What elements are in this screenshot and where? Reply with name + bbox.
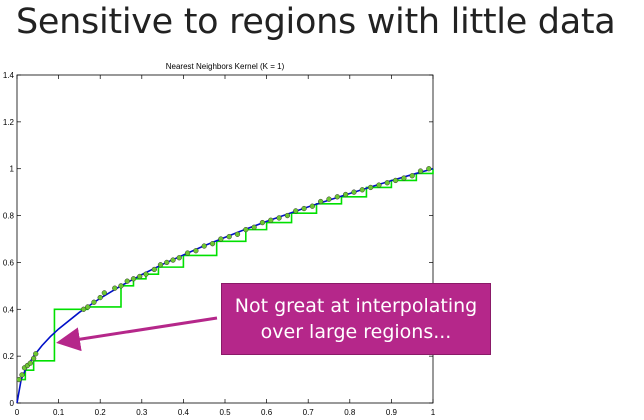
data-point <box>401 175 407 181</box>
data-point <box>426 166 432 172</box>
data-point <box>301 205 307 212</box>
data-point <box>326 196 332 202</box>
x-tick-label: 0.2 <box>95 408 107 417</box>
data-point <box>268 217 274 223</box>
callout-line-2: over large regions... <box>260 321 452 343</box>
data-point <box>130 276 137 282</box>
slide-title: Sensitive to regions with little data <box>16 2 616 42</box>
data-point <box>137 273 143 280</box>
data-point <box>293 208 299 214</box>
data-point <box>226 234 232 240</box>
data-point <box>118 283 124 289</box>
data-point <box>184 250 191 256</box>
data-point <box>124 278 130 284</box>
data-point <box>218 236 224 242</box>
data-point <box>101 290 108 296</box>
data-point <box>176 255 182 261</box>
x-tick-label: 0.6 <box>261 408 273 417</box>
data-point <box>80 306 87 312</box>
data-point <box>309 203 316 209</box>
data-point <box>243 226 249 233</box>
data-point <box>259 219 266 226</box>
data-point <box>284 212 291 219</box>
data-point <box>193 248 199 254</box>
data-point <box>143 271 149 277</box>
callout-box: Not great at interpolating over large re… <box>221 283 491 355</box>
y-tick-label: 0 <box>10 399 15 408</box>
data-point <box>342 191 349 198</box>
data-point <box>151 266 157 273</box>
data-point <box>409 173 415 179</box>
x-tick-label: 0.3 <box>136 408 148 417</box>
data-point <box>170 257 176 263</box>
x-tick-label: 1 <box>431 408 436 417</box>
data-point <box>97 294 103 301</box>
y-tick-label: 0.8 <box>3 212 15 221</box>
data-point <box>251 224 257 230</box>
data-point <box>234 231 241 237</box>
x-tick-label: 0.5 <box>219 408 231 417</box>
x-tick-label: 0 <box>15 408 20 417</box>
y-tick-label: 0.2 <box>3 352 15 361</box>
x-tick-label: 0.9 <box>386 408 398 417</box>
data-point <box>16 376 22 383</box>
x-tick-label: 0.7 <box>303 408 315 417</box>
chart-title: Nearest Neighbors Kernel (K = 1) <box>166 62 285 71</box>
data-point <box>27 360 33 366</box>
callout-line-1: Not great at interpolating <box>234 295 478 317</box>
x-tick-label: 0.8 <box>344 408 356 417</box>
data-point <box>392 177 399 184</box>
data-point <box>359 187 365 193</box>
data-point <box>33 351 39 357</box>
data-point <box>376 182 382 188</box>
data-point <box>91 299 97 305</box>
data-point <box>19 372 25 378</box>
data-point <box>367 184 374 191</box>
x-tick-label: 0.4 <box>178 408 190 417</box>
data-point <box>164 259 170 266</box>
data-point <box>318 198 324 205</box>
callout-arrow <box>56 316 218 352</box>
data-point <box>276 215 282 221</box>
data-point <box>334 194 340 200</box>
y-tick-label: 0.6 <box>3 258 15 267</box>
data-point <box>209 241 216 247</box>
y-tick-label: 0.4 <box>3 305 15 314</box>
data-point <box>30 355 37 362</box>
data-point <box>417 168 424 174</box>
knn-fit-line <box>21 168 434 381</box>
y-tick-label: 1.4 <box>3 71 15 80</box>
true-function-line <box>16 167 434 404</box>
data-point <box>112 285 118 291</box>
y-tick-label: 1.2 <box>3 118 15 127</box>
data-point <box>157 262 164 268</box>
data-point <box>85 304 91 310</box>
x-tick-label: 0.1 <box>53 408 65 417</box>
data-point <box>351 189 357 195</box>
data-point <box>201 243 207 249</box>
plot-area: Nearest Neighbors Kernel (K = 1) 0 0.1 0.2 0… <box>3 62 436 417</box>
y-tick-label: 1 <box>10 165 15 174</box>
data-point <box>384 180 390 186</box>
